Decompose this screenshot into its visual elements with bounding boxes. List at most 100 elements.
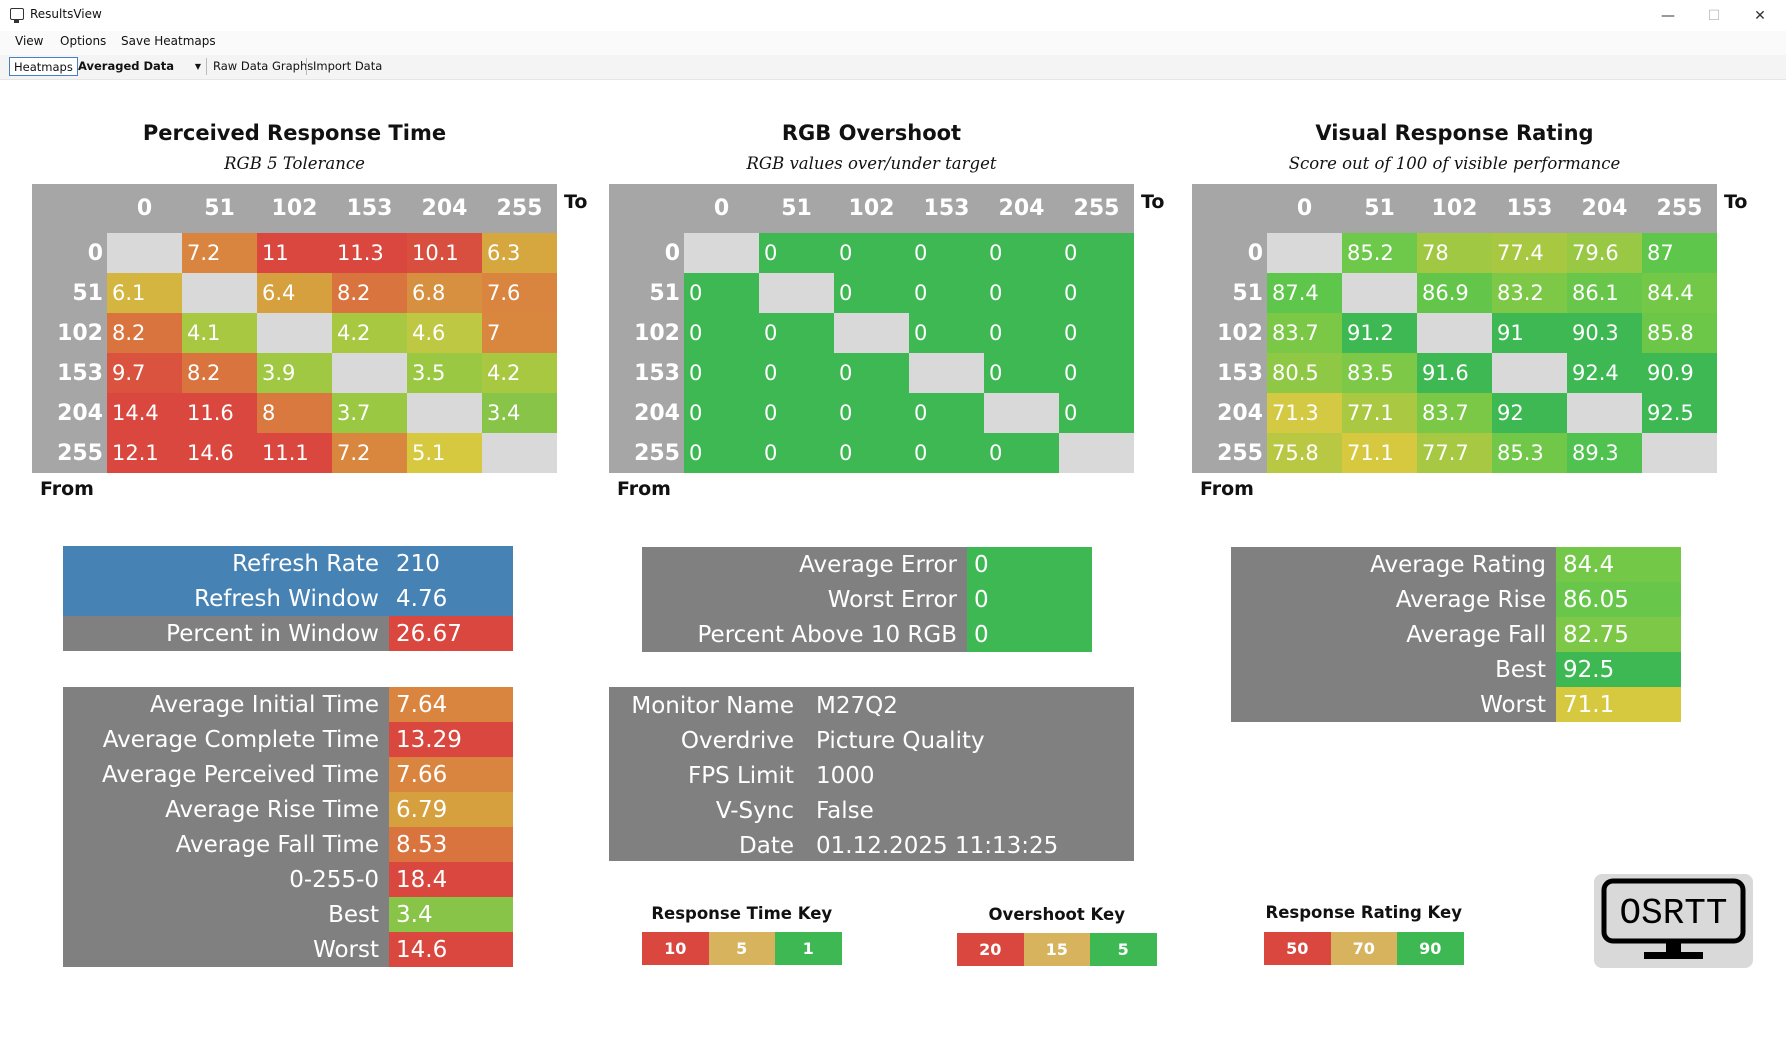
- heatmap-cell: [1267, 233, 1342, 273]
- heatmap-cell: 0: [909, 393, 984, 433]
- heatmap-cell: 3.4: [482, 393, 557, 433]
- heatmap-cell: 7.2: [332, 433, 407, 473]
- heatmap-cell: [759, 273, 834, 313]
- column-header: 0: [1267, 184, 1342, 233]
- column-header: 255: [1059, 184, 1134, 233]
- menu-options[interactable]: Options: [60, 34, 107, 48]
- heatmaps-tab[interactable]: Heatmaps: [9, 57, 78, 76]
- heatmap-cell: 0: [909, 433, 984, 473]
- app-icon: [10, 8, 24, 23]
- column-header: 51: [1342, 184, 1417, 233]
- heatmap-cell: 71.3: [1267, 393, 1342, 433]
- time-stat-label: Worst: [63, 932, 389, 967]
- osrtt-logo: OSRTT: [1594, 874, 1753, 968]
- rating-stat-value: 92.5: [1556, 652, 1681, 687]
- heatmap-cell: 11.1: [257, 433, 332, 473]
- heatmap-cell: 83.2: [1492, 273, 1567, 313]
- time-stat-value: 8.53: [389, 827, 513, 862]
- heatmap-cell: [407, 393, 482, 433]
- heatmap-cell: 9.7: [107, 353, 182, 393]
- heatmap-cell: 0: [984, 433, 1059, 473]
- heatmap-cell: 0: [684, 313, 759, 353]
- time-stat-value: 13.29: [389, 722, 513, 757]
- heatmap-cell: 7.2: [182, 233, 257, 273]
- rating-stat-label: Average Rise: [1231, 582, 1556, 617]
- heatmap-cell: 0: [1059, 393, 1134, 433]
- heatmap-cell: 5.1: [407, 433, 482, 473]
- heatmap-cell: 89.3: [1567, 433, 1642, 473]
- refresh-stat-label: Percent in Window: [63, 616, 389, 651]
- heatmap-cell: 84.4: [1642, 273, 1717, 313]
- toolbar-separator: [306, 58, 307, 75]
- heatmap-cell: 0: [834, 233, 909, 273]
- menu-save-heatmaps[interactable]: Save Heatmaps: [121, 34, 216, 48]
- row-header: 102: [1192, 313, 1267, 353]
- column-header: 153: [1492, 184, 1567, 233]
- data-mode-dropdown[interactable]: Averaged Data ▼: [78, 57, 201, 76]
- maximize-button[interactable]: ☐: [1707, 7, 1721, 24]
- column-header: 102: [257, 184, 332, 233]
- from-label: From: [617, 478, 671, 500]
- refresh-stat-label: Refresh Window: [63, 581, 389, 616]
- heatmap-title: RGB Overshoot: [781, 121, 962, 145]
- heatmap-cell: 0: [759, 393, 834, 433]
- heatmap-subtitle: RGB values over/under target: [746, 154, 997, 173]
- heatmap-cell: 0: [759, 233, 834, 273]
- menu-view[interactable]: View: [15, 34, 44, 48]
- data-mode-value: Averaged Data: [78, 59, 175, 73]
- heatmap-cell: [834, 313, 909, 353]
- monitor-info-value: 1000: [816, 762, 875, 789]
- monitor-info-label: Date: [739, 832, 794, 859]
- from-label: From: [1200, 478, 1254, 500]
- time-stat-label: Best: [63, 897, 389, 932]
- heatmap-cell: 10.1: [407, 233, 482, 273]
- heatmap-cell: 87.4: [1267, 273, 1342, 313]
- column-header: 204: [407, 184, 482, 233]
- heatmap-cell: 8.2: [332, 273, 407, 313]
- logo-text: OSRTT: [1619, 893, 1727, 934]
- rating-stat-value: 86.05: [1556, 582, 1681, 617]
- heatmap-cell: [909, 353, 984, 393]
- heatmap-subtitle: Score out of 100 of visible performance: [1288, 154, 1621, 173]
- monitor-info-label: Monitor Name: [631, 692, 794, 719]
- heatmap-cell: 6.3: [482, 233, 557, 273]
- close-button[interactable]: ✕: [1754, 7, 1766, 24]
- row-header: 153: [609, 353, 684, 393]
- rating-stat-value: 71.1: [1556, 687, 1681, 722]
- heatmap-cell: 0: [684, 353, 759, 393]
- error-stat-label: Worst Error: [642, 582, 967, 617]
- heatmap-cell: 86.1: [1567, 273, 1642, 313]
- heatmap-cell: 83.7: [1267, 313, 1342, 353]
- error-stat-value: 0: [967, 617, 1092, 652]
- minimize-button[interactable]: —: [1661, 7, 1675, 24]
- heatmap-cell: 0: [984, 353, 1059, 393]
- key-cell: 5: [708, 932, 775, 965]
- refresh-stat-value: 4.76: [389, 581, 513, 616]
- heatmap-cell: 71.1: [1342, 433, 1417, 473]
- heatmap-cell: 0: [834, 393, 909, 433]
- monitor-info-value: False: [816, 797, 874, 824]
- heatmap-cell: 91: [1492, 313, 1567, 353]
- import-data-button[interactable]: Import Data: [313, 59, 383, 73]
- heatmap-cell: 8: [257, 393, 332, 433]
- time-stat-value: 7.64: [389, 687, 513, 722]
- key-title: Response Time Key: [651, 904, 833, 923]
- heatmap-cell: 0: [684, 273, 759, 313]
- heatmap-cell: [1417, 313, 1492, 353]
- row-header: 204: [1192, 393, 1267, 433]
- heatmap-cell: [257, 313, 332, 353]
- heatmap-title: Perceived Response Time: [142, 121, 447, 145]
- time-stat-label: 0-255-0: [63, 862, 389, 897]
- heatmap-cell: 86.9: [1417, 273, 1492, 313]
- heatmap-cell: 6.8: [407, 273, 482, 313]
- heatmap-cell: [684, 233, 759, 273]
- monitor-info-value: 01.12.2025 11:13:25: [816, 832, 1059, 859]
- raw-data-graphs-button[interactable]: Raw Data Graphs: [213, 59, 314, 73]
- heatmap-cell: 3.5: [407, 353, 482, 393]
- to-label: To: [1724, 191, 1748, 213]
- heatmap-cell: [984, 393, 1059, 433]
- heatmap-cell: [1567, 393, 1642, 433]
- heatmap-cell: 0: [834, 273, 909, 313]
- heatmap-cell: 0: [984, 313, 1059, 353]
- error-stat-value: 0: [967, 582, 1092, 617]
